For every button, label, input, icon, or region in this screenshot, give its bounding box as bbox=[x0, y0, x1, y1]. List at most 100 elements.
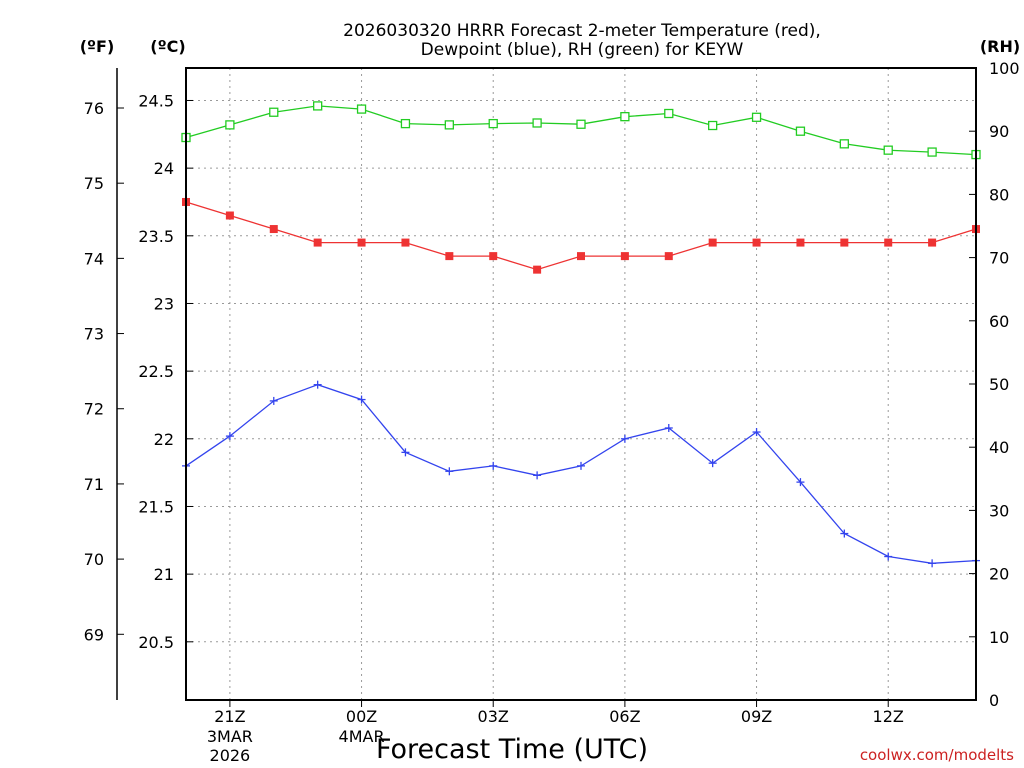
rh-tick-label: 60 bbox=[989, 312, 1009, 331]
time-date-label: 3MAR bbox=[207, 727, 253, 746]
dewpoint-point bbox=[445, 467, 454, 476]
dewpoint-point bbox=[840, 529, 849, 538]
dewpoint-point bbox=[620, 434, 629, 443]
temperature-point bbox=[577, 252, 585, 261]
fahrenheit-tick-label: 70 bbox=[84, 550, 104, 569]
chart-title-line2: Dewpoint (blue), RH (green) for KEYW bbox=[421, 40, 744, 60]
rh-tick-label: 100 bbox=[989, 59, 1020, 78]
rh-tick-label: 0 bbox=[989, 691, 999, 710]
rh-unit-label: (RH) bbox=[980, 37, 1020, 56]
gridlines bbox=[186, 68, 976, 700]
fahrenheit-unit-label: (ºF) bbox=[80, 37, 115, 56]
fahrenheit-tick-label: 75 bbox=[84, 174, 104, 193]
rh-point bbox=[927, 147, 937, 157]
temperature-point bbox=[445, 252, 454, 261]
celsius-tick-label: 24 bbox=[154, 159, 174, 178]
temperature-point bbox=[620, 252, 629, 261]
celsius-tick-label: 21.5 bbox=[138, 497, 174, 516]
fahrenheit-tick-label: 72 bbox=[84, 400, 104, 419]
rh-point bbox=[356, 104, 367, 114]
celsius-unit-label: (ºC) bbox=[150, 37, 185, 56]
rh-point bbox=[883, 145, 893, 155]
temperature-point bbox=[401, 238, 410, 247]
rh-tick-label: 40 bbox=[989, 438, 1009, 457]
fahrenheit-tick-label: 73 bbox=[84, 325, 104, 344]
rh-series-line bbox=[185, 105, 977, 156]
dewpoint-point bbox=[313, 380, 322, 389]
fahrenheit-tick-label: 74 bbox=[84, 249, 104, 268]
dewpoint-point bbox=[708, 459, 717, 468]
temperature-point bbox=[752, 238, 761, 247]
time-year-label: 2026 bbox=[210, 746, 251, 765]
dewpoint-point bbox=[489, 461, 498, 470]
temperature-point bbox=[313, 238, 322, 247]
rh-point bbox=[620, 112, 630, 122]
rh-point bbox=[313, 101, 323, 111]
plot-frame bbox=[185, 67, 977, 701]
dewpoint-point bbox=[928, 559, 937, 568]
watermark: coolwx.com/modelts bbox=[860, 746, 1014, 764]
rh-point bbox=[664, 108, 674, 119]
fahrenheit-axis: 69 70 71 72 73 74 75 76 bbox=[84, 68, 124, 700]
celsius-tick-label: 21 bbox=[154, 565, 174, 584]
rh-point bbox=[839, 139, 849, 149]
dewpoint-point bbox=[225, 432, 234, 441]
dewpoint-series-line bbox=[185, 384, 977, 564]
time-tick-label: 12Z bbox=[873, 707, 904, 726]
dewpoint-point bbox=[752, 428, 761, 437]
fahrenheit-tick-label: 71 bbox=[84, 475, 104, 494]
rh-point bbox=[532, 118, 542, 128]
rh-point bbox=[795, 126, 806, 136]
temperature-point bbox=[928, 238, 937, 247]
series-layer bbox=[181, 101, 981, 568]
rh-point bbox=[400, 118, 411, 129]
temperature-point bbox=[269, 225, 278, 234]
rh-tick-label: 90 bbox=[989, 122, 1009, 141]
temperature-point bbox=[357, 238, 366, 247]
dewpoint-point bbox=[796, 478, 805, 487]
rh-point bbox=[576, 119, 586, 129]
dewpoint-point bbox=[401, 448, 410, 457]
dewpoint-point bbox=[884, 552, 893, 561]
time-tick-label: 09Z bbox=[741, 707, 772, 726]
time-tick-label: 21Z bbox=[214, 707, 245, 726]
fahrenheit-tick-label: 69 bbox=[84, 625, 104, 644]
temperature-point bbox=[840, 238, 849, 247]
rh-tick-label: 70 bbox=[989, 249, 1009, 268]
rh-tick-label: 30 bbox=[989, 501, 1009, 520]
time-date-label: 4MAR bbox=[339, 727, 385, 746]
celsius-tick-label: 22.5 bbox=[138, 362, 174, 381]
rh-tick-label: 50 bbox=[989, 375, 1009, 394]
dewpoint-point bbox=[664, 423, 673, 432]
temperature-point bbox=[708, 238, 717, 247]
x-axis-title: Forecast Time (UTC) bbox=[376, 734, 648, 765]
chart-title-line1: 2026030320 HRRR Forecast 2-meter Tempera… bbox=[343, 21, 821, 41]
temperature-point bbox=[884, 238, 893, 247]
celsius-tick-label: 23 bbox=[154, 294, 174, 313]
fahrenheit-tick-label: 76 bbox=[84, 99, 104, 118]
dewpoint-point bbox=[533, 471, 542, 480]
rh-point bbox=[444, 120, 454, 130]
rh-tick-label: 80 bbox=[989, 185, 1009, 204]
time-tick-label: 06Z bbox=[609, 707, 640, 726]
dewpoint-point bbox=[577, 461, 585, 470]
celsius-tick-label: 22 bbox=[154, 430, 174, 449]
celsius-tick-label: 24.5 bbox=[138, 91, 174, 110]
rh-axis: 0 10 20 30 40 50 60 70 80 90 100 bbox=[969, 59, 1020, 710]
temperature-point bbox=[489, 252, 498, 261]
temperature-point bbox=[664, 252, 673, 261]
temperature-point bbox=[796, 238, 805, 247]
time-tick-label: 00Z bbox=[346, 707, 377, 726]
rh-point bbox=[488, 118, 498, 129]
temperature-point bbox=[225, 211, 234, 220]
celsius-axis: 20.5 21 21.5 22 22.5 23 23.5 24 24.5 bbox=[138, 91, 193, 652]
time-tick-label: 03Z bbox=[478, 707, 509, 726]
rh-point bbox=[751, 112, 762, 122]
rh-tick-label: 10 bbox=[989, 628, 1009, 647]
rh-tick-label: 20 bbox=[989, 565, 1009, 584]
dewpoint-point bbox=[269, 396, 278, 405]
rh-point bbox=[708, 120, 718, 131]
temperature-point bbox=[533, 265, 542, 274]
